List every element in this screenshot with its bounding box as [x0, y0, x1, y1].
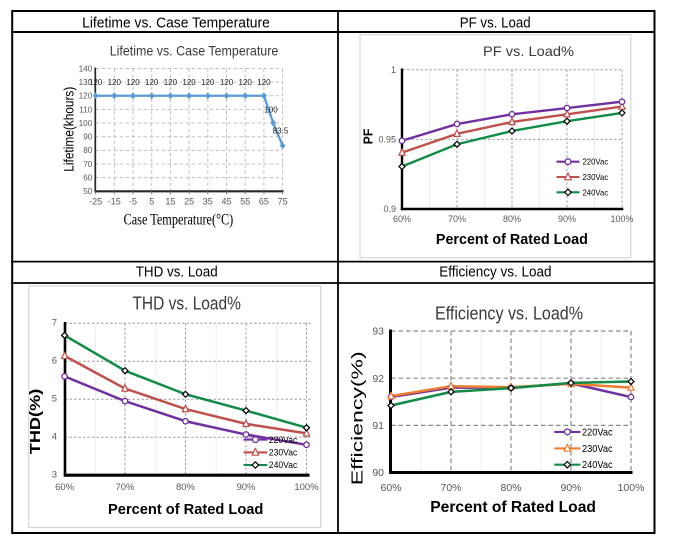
- svg-text:230Vac: 230Vac: [269, 448, 298, 458]
- svg-text:93: 93: [372, 326, 384, 338]
- svg-text:120: 120: [220, 78, 234, 87]
- svg-text:70: 70: [83, 160, 93, 169]
- svg-text:70%: 70%: [448, 214, 466, 224]
- svg-text:5: 5: [52, 394, 57, 405]
- svg-text:Efficiency vs. Load: Efficiency vs. Load: [439, 263, 551, 280]
- svg-text:0.9: 0.9: [383, 204, 396, 214]
- svg-text:-5: -5: [129, 197, 137, 207]
- svg-text:90%: 90%: [558, 214, 576, 224]
- svg-text:110: 110: [79, 105, 92, 114]
- svg-text:90: 90: [83, 133, 93, 142]
- svg-text:60%: 60%: [55, 482, 75, 493]
- svg-text:-25: -25: [89, 197, 102, 207]
- svg-text:Lifetime vs. Case Temperature: Lifetime vs. Case Temperature: [82, 14, 270, 31]
- svg-text:-15: -15: [108, 197, 121, 207]
- svg-text:80: 80: [83, 146, 93, 155]
- svg-text:PF vs. Load: PF vs. Load: [460, 14, 531, 31]
- svg-text:50: 50: [83, 187, 93, 196]
- svg-text:75: 75: [278, 197, 288, 207]
- svg-text:120: 120: [201, 78, 215, 87]
- svg-text:25: 25: [184, 197, 194, 207]
- svg-text:Percent of Rated Load: Percent of Rated Load: [436, 232, 588, 248]
- svg-text:7: 7: [52, 318, 57, 329]
- svg-text:Percent of Rated Load: Percent of Rated Load: [430, 499, 596, 516]
- svg-text:240Vac: 240Vac: [269, 460, 298, 470]
- svg-text:60%: 60%: [393, 214, 411, 224]
- svg-text:130: 130: [79, 78, 93, 87]
- svg-text:120: 120: [257, 78, 271, 87]
- svg-text:THD vs. Load: THD vs. Load: [136, 263, 218, 280]
- svg-text:PF vs. Load%: PF vs. Load%: [483, 43, 574, 59]
- svg-text:80%: 80%: [176, 482, 196, 493]
- svg-text:PF: PF: [361, 129, 376, 145]
- svg-text:91: 91: [372, 420, 384, 432]
- svg-text:55: 55: [240, 197, 250, 207]
- svg-text:35: 35: [203, 197, 213, 207]
- svg-text:90%: 90%: [236, 482, 256, 493]
- svg-text:120: 120: [239, 78, 253, 87]
- svg-text:Percent of Rated Load: Percent of Rated Load: [108, 501, 263, 518]
- svg-text:120: 120: [182, 78, 196, 87]
- svg-text:60%: 60%: [380, 482, 401, 494]
- svg-text:0.95: 0.95: [378, 135, 396, 145]
- svg-text:70%: 70%: [440, 482, 461, 494]
- svg-text:220Vac: 220Vac: [583, 157, 609, 167]
- svg-text:Efficiency(%): Efficiency(%): [350, 351, 367, 485]
- svg-text:80%: 80%: [503, 214, 521, 224]
- svg-text:120: 120: [89, 78, 103, 87]
- svg-text:65: 65: [259, 197, 269, 207]
- svg-text:120: 120: [145, 78, 159, 87]
- svg-text:3: 3: [52, 470, 57, 481]
- svg-text:Efficiency vs. Load%: Efficiency vs. Load%: [435, 303, 583, 323]
- svg-text:120: 120: [164, 78, 178, 87]
- svg-text:1: 1: [391, 65, 396, 75]
- svg-text:70%: 70%: [115, 482, 135, 493]
- svg-text:90%: 90%: [560, 482, 581, 494]
- svg-text:92: 92: [372, 373, 384, 385]
- svg-text:THD vs. Load%: THD vs. Load%: [132, 294, 241, 314]
- svg-text:6: 6: [52, 356, 57, 367]
- svg-text:100%: 100%: [610, 214, 633, 224]
- svg-text:90: 90: [372, 467, 384, 479]
- svg-text:Lifetime(khours): Lifetime(khours): [62, 87, 77, 172]
- svg-text:15: 15: [165, 197, 175, 207]
- svg-text:120: 120: [126, 78, 140, 87]
- svg-text:Case Temperature(°C): Case Temperature(°C): [124, 212, 234, 229]
- svg-text:60: 60: [83, 174, 93, 183]
- svg-text:Lifetime vs. Case Temperature: Lifetime vs. Case Temperature: [110, 42, 279, 58]
- svg-text:240Vac: 240Vac: [582, 460, 613, 471]
- svg-text:220Vac: 220Vac: [269, 435, 298, 445]
- svg-text:80%: 80%: [500, 482, 521, 494]
- svg-text:100%: 100%: [294, 482, 319, 493]
- svg-text:5: 5: [149, 197, 154, 207]
- svg-text:230Vac: 230Vac: [583, 172, 609, 182]
- svg-text:220Vac: 220Vac: [582, 427, 613, 438]
- svg-text:120: 120: [79, 92, 93, 101]
- svg-text:100: 100: [79, 119, 93, 128]
- svg-text:4: 4: [52, 432, 57, 443]
- svg-text:230Vac: 230Vac: [582, 444, 613, 455]
- svg-text:THD(%): THD(%): [27, 389, 44, 455]
- svg-text:100: 100: [264, 106, 278, 115]
- svg-text:83.5: 83.5: [273, 127, 289, 136]
- svg-text:45: 45: [221, 197, 231, 207]
- svg-text:240Vac: 240Vac: [583, 187, 609, 197]
- svg-text:100%: 100%: [618, 482, 645, 494]
- svg-text:120: 120: [108, 78, 122, 87]
- svg-text:140: 140: [79, 64, 93, 73]
